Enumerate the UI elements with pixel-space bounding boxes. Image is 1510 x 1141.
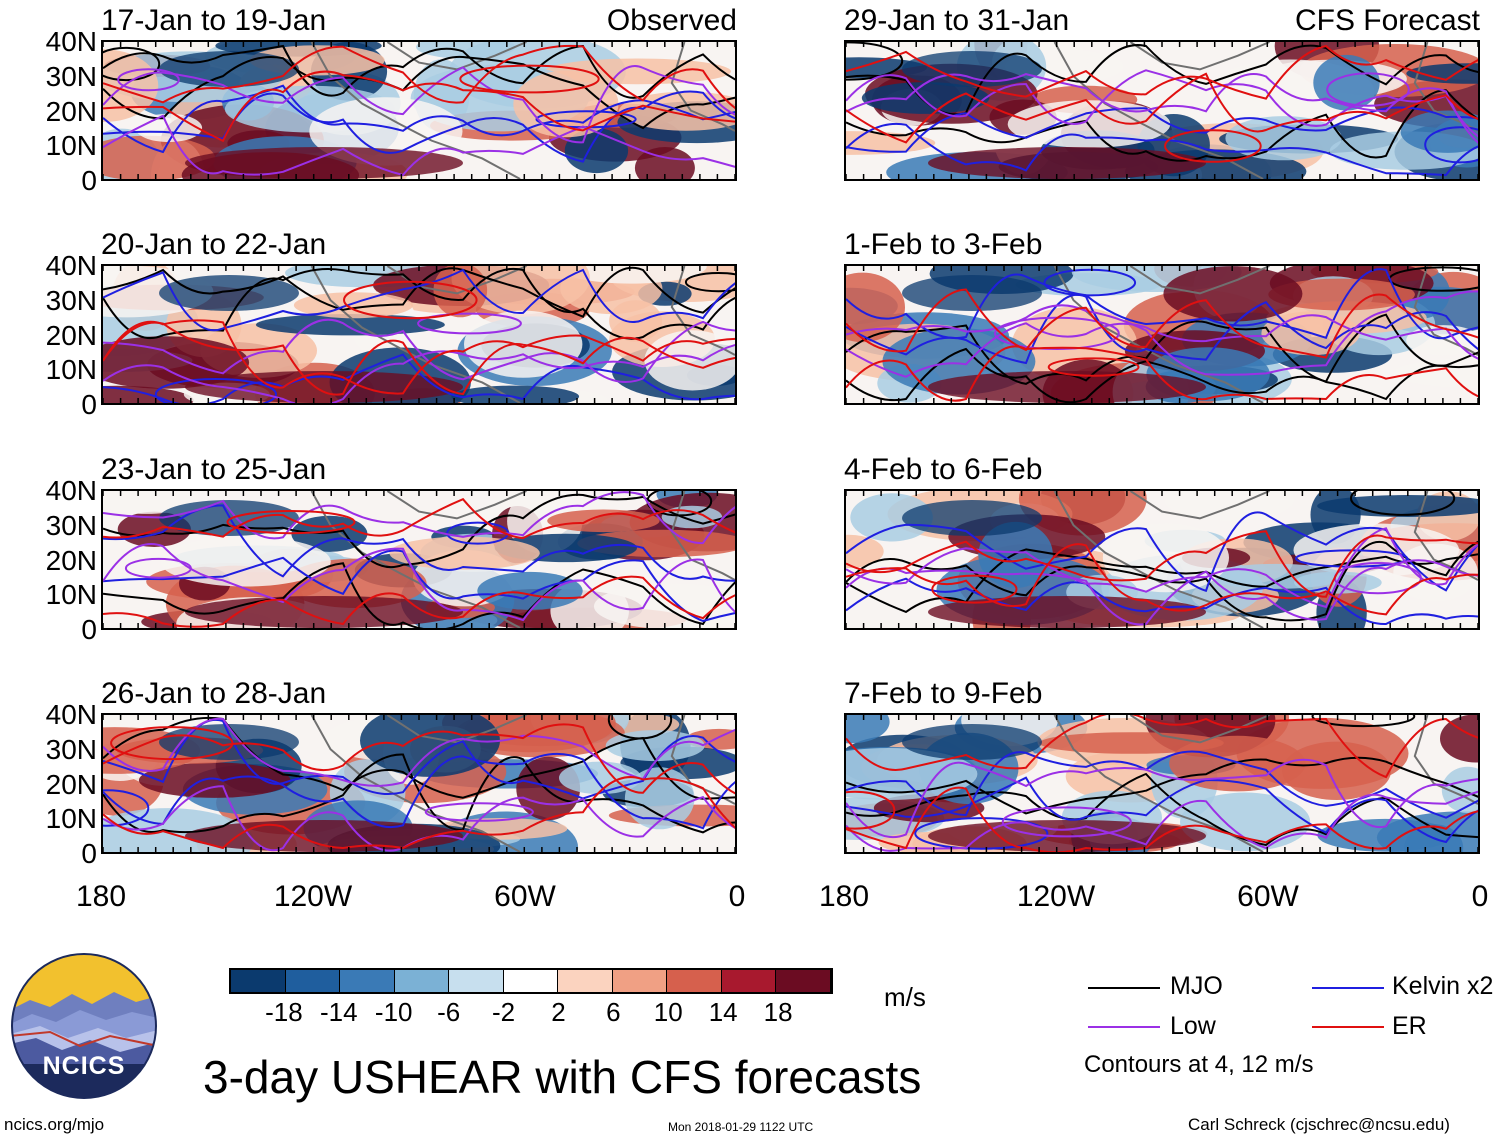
lon-label: 0 xyxy=(1471,880,1489,913)
legend-line-er xyxy=(1312,1026,1384,1028)
lat-label: 40N xyxy=(45,250,97,281)
colorbar-tick: -10 xyxy=(374,997,413,1027)
colorbar-box xyxy=(667,970,722,992)
panel-title: 26-Jan to 28-Jan xyxy=(101,677,327,710)
lat-label: 20N xyxy=(45,319,97,351)
panel-title: 1-Feb to 3-Feb xyxy=(844,228,1043,261)
colorbar-box xyxy=(285,970,341,992)
lat-label: 30N xyxy=(45,509,97,541)
legend-label-mjo: MJO xyxy=(1170,972,1223,1000)
legend-label-kelvin: Kelvin x2 xyxy=(1392,972,1494,1000)
lon-label: 120W xyxy=(1016,880,1096,913)
colorbar-box xyxy=(503,970,559,992)
panel-tag: Observed xyxy=(606,4,737,37)
colorbar-boxes xyxy=(229,968,833,994)
colorbar-box xyxy=(721,970,777,992)
colorbar-tick: -18 xyxy=(265,997,303,1027)
shear-field xyxy=(846,42,1478,179)
map-panel xyxy=(844,40,1480,181)
colorbar-units: m/s xyxy=(884,982,926,1012)
contour-note: Contours at 4, 12 m/s xyxy=(1084,1051,1314,1078)
lon-label: 180 xyxy=(818,880,870,913)
colorbar-box xyxy=(394,970,450,992)
colorbar-box xyxy=(449,970,504,992)
colorbar-tick: 18 xyxy=(763,997,793,1027)
shear-field xyxy=(846,491,1478,628)
lat-label: 10N xyxy=(45,579,97,611)
legend-line-mjo xyxy=(1088,987,1160,989)
ncics-logo: NCICS xyxy=(10,952,158,1100)
shear-field xyxy=(103,42,735,179)
lon-label: 120W xyxy=(273,880,353,913)
lat-label: 0 xyxy=(81,389,97,420)
colorbar-box xyxy=(231,970,286,992)
lat-label: 10N xyxy=(45,354,97,386)
lat-label: 30N xyxy=(45,284,97,316)
shear-field xyxy=(846,266,1478,403)
map-panel xyxy=(101,489,737,630)
legend-label-er: ER xyxy=(1392,1012,1427,1040)
lon-label: 60W xyxy=(494,880,556,913)
figure-title: 3-day USHEAR with CFS forecasts xyxy=(203,1051,922,1103)
panel-title: 17-Jan to 19-Jan xyxy=(101,4,327,37)
lat-label: 40N xyxy=(45,475,97,506)
colorbar-box xyxy=(340,970,395,992)
logo-text: NCICS xyxy=(42,1052,126,1080)
panel-title: 23-Jan to 25-Jan xyxy=(101,453,327,486)
lat-label: 30N xyxy=(45,60,97,92)
map-panel xyxy=(844,264,1480,405)
panel-title: 20-Jan to 22-Jan xyxy=(101,228,327,261)
legend-line-low xyxy=(1088,1026,1160,1028)
lat-label: 20N xyxy=(45,768,97,800)
colorbar-tick: 2 xyxy=(551,997,566,1027)
map-panel xyxy=(101,713,737,854)
shear-field xyxy=(846,715,1478,852)
lat-label: 40N xyxy=(45,26,97,57)
colorbar-box xyxy=(558,970,613,992)
lat-label: 40N xyxy=(45,699,97,730)
map-panel xyxy=(101,264,737,405)
lon-label: 0 xyxy=(728,880,746,913)
map-panel xyxy=(844,489,1480,630)
shear-field xyxy=(103,491,735,628)
lat-label: 0 xyxy=(81,614,97,645)
shear-field xyxy=(103,715,735,852)
footer-author: Carl Schreck (cjschrec@ncsu.edu) xyxy=(1188,1115,1450,1134)
legend-line-kelvin xyxy=(1312,987,1384,989)
colorbar-tick: 10 xyxy=(653,997,683,1027)
map-panel xyxy=(101,40,737,181)
lat-label: 20N xyxy=(45,544,97,576)
colorbar-tick: -14 xyxy=(320,997,358,1027)
legend-label-low: Low xyxy=(1170,1012,1216,1040)
lat-label: 0 xyxy=(81,165,97,196)
panel-title: 29-Jan to 31-Jan xyxy=(844,4,1070,37)
lat-label: 10N xyxy=(45,130,97,162)
colorbar-tick: 14 xyxy=(708,997,738,1027)
colorbar-tick: 6 xyxy=(606,997,621,1027)
panel-title: 7-Feb to 9-Feb xyxy=(844,677,1043,710)
colorbar-box xyxy=(612,970,668,992)
colorbar xyxy=(229,968,833,994)
footer-timestamp: Mon 2018-01-29 1122 UTC xyxy=(668,1120,814,1134)
lat-label: 20N xyxy=(45,95,97,127)
panel-title: 4-Feb to 6-Feb xyxy=(844,453,1043,486)
lon-label: 60W xyxy=(1237,880,1299,913)
footer-source: ncics.org/mjo xyxy=(4,1115,105,1134)
shear-field xyxy=(103,266,735,403)
colorbar-tick: -2 xyxy=(491,997,516,1027)
lat-label: 0 xyxy=(81,838,97,869)
panel-tag: CFS Forecast xyxy=(1294,4,1480,37)
colorbar-tick: -6 xyxy=(437,997,461,1027)
map-panel xyxy=(844,713,1480,854)
lat-label: 10N xyxy=(45,803,97,835)
colorbar-box xyxy=(776,970,832,992)
lon-label: 180 xyxy=(75,880,127,913)
lat-label: 30N xyxy=(45,733,97,765)
logo-emblem-icon xyxy=(11,953,157,1099)
